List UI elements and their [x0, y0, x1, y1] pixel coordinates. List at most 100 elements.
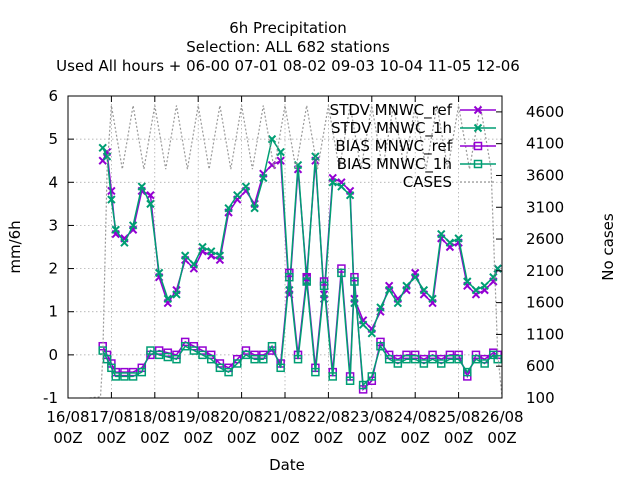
data-point [250, 203, 259, 213]
data-point [436, 359, 446, 368]
y2-tick-label: 600 [526, 357, 555, 375]
data-point [163, 348, 173, 357]
y-tick-label: 0 [48, 346, 58, 364]
y-tick-label: -1 [43, 389, 58, 407]
data-point [376, 341, 385, 351]
plot-area [89, 105, 503, 399]
data-point [410, 350, 420, 360]
data-point [454, 354, 463, 364]
data-point [328, 178, 337, 187]
data-point [489, 272, 498, 282]
series-stdv-mnwc-1h [98, 134, 502, 338]
data-point [311, 152, 320, 161]
x-tick-label-date: 20/08 [220, 408, 263, 426]
data-point [206, 350, 216, 360]
data-point [163, 352, 173, 362]
data-point [107, 195, 116, 204]
legend-marker [473, 123, 483, 133]
x-tick-label-hour: 00Z [53, 429, 82, 447]
x-tick-label-hour: 00Z [270, 429, 299, 447]
data-point [428, 350, 437, 360]
data-point [276, 147, 285, 157]
x-tick-label-date: 26/08 [480, 408, 523, 426]
data-point [120, 367, 129, 377]
data-point [102, 152, 112, 161]
data-point [198, 350, 207, 360]
chart-subtitle: Selection: ALL 682 stations [186, 38, 390, 56]
data-point [445, 354, 455, 364]
data-point [454, 350, 463, 360]
data-point [180, 251, 190, 260]
data-point [172, 354, 181, 364]
legend-entry: CASES [403, 173, 496, 191]
data-point [107, 186, 116, 196]
data-point [445, 238, 455, 247]
data-point [224, 367, 233, 377]
data-point [163, 294, 173, 303]
data-point [419, 359, 429, 368]
data-point [402, 350, 411, 360]
data-point [285, 272, 294, 282]
y-tick-label: 5 [48, 130, 58, 148]
data-point [393, 298, 403, 308]
data-point [480, 359, 489, 368]
legend-entry: STDV MNWC_1h [331, 119, 496, 138]
data-point [107, 363, 116, 373]
y2-tick-label: 2100 [526, 262, 564, 280]
data-point [367, 372, 377, 381]
data-point [128, 372, 138, 381]
data-point [172, 290, 181, 299]
data-point [463, 277, 472, 286]
chart-title: 6h Precipitation [229, 19, 347, 37]
data-point [137, 367, 147, 377]
data-point [285, 268, 294, 278]
data-point [241, 182, 251, 191]
data-point [250, 354, 259, 364]
data-point [259, 354, 268, 364]
legend-entry: BIAS MNWC_1h [337, 155, 496, 174]
legend-label: BIAS MNWC_1h [337, 155, 452, 174]
data-point [302, 277, 311, 286]
data-point [146, 199, 155, 209]
data-point [206, 354, 216, 364]
data-point [454, 234, 463, 243]
data-point [128, 221, 138, 230]
data-point [180, 341, 190, 351]
data-point [345, 191, 355, 200]
data-point [410, 354, 420, 364]
data-point [250, 350, 259, 360]
x-tick-label-date: 16/08 [46, 408, 89, 426]
series-line [102, 272, 499, 387]
data-point [419, 285, 429, 295]
y-tick-label: 3 [48, 216, 58, 234]
data-point [120, 372, 129, 381]
x-tick-label-hour: 00Z [401, 429, 430, 447]
x-tick-label-date: 21/08 [263, 408, 306, 426]
data-point [111, 225, 120, 234]
data-point [111, 372, 120, 381]
data-point [493, 354, 502, 364]
series-cases [89, 105, 503, 399]
legend-entry: STDV MNWC_ref [330, 101, 496, 120]
x-tick-label-date: 23/08 [350, 408, 393, 426]
data-point [267, 134, 277, 144]
data-point [311, 367, 320, 377]
data-point [393, 359, 403, 368]
data-point [376, 303, 385, 312]
data-point [154, 350, 164, 360]
data-point [445, 350, 455, 360]
data-point [137, 182, 146, 191]
y-tick-label: 6 [48, 87, 58, 105]
data-point [267, 341, 277, 351]
data-point [302, 272, 311, 282]
data-point [480, 281, 489, 291]
y2-tick-label: 100 [526, 389, 555, 407]
y2-tick-label: 3600 [526, 166, 564, 184]
data-point [189, 346, 199, 355]
data-point [358, 380, 368, 390]
data-point [241, 350, 251, 360]
data-point [189, 260, 199, 269]
chart-titles: 6h Precipitation Selection: ALL 682 stat… [56, 19, 520, 75]
